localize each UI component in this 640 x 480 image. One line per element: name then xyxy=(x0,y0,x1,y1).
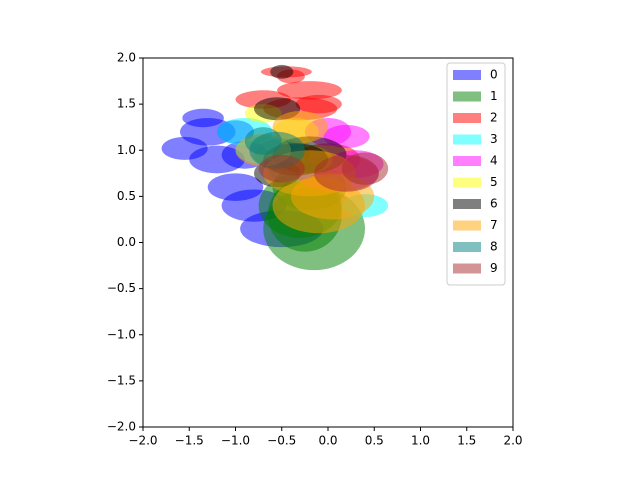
legend-label: 9 xyxy=(490,261,498,275)
x-tick-label: −2.0 xyxy=(128,434,157,448)
x-tick-label: 0.0 xyxy=(318,434,337,448)
legend-swatch xyxy=(453,220,481,231)
y-tick-label: −1.5 xyxy=(107,373,136,387)
x-tick-label: 0.5 xyxy=(365,434,384,448)
x-tick-label: 1.5 xyxy=(457,434,476,448)
x-tick-label: 1.0 xyxy=(411,434,430,448)
legend-label: 1 xyxy=(490,89,498,103)
y-tick-label: −2.0 xyxy=(107,420,136,434)
ellipse xyxy=(277,81,342,100)
legend-label: 4 xyxy=(490,154,498,168)
y-tick-label: 1.0 xyxy=(117,143,136,157)
ellipse xyxy=(258,154,305,183)
legend-swatch xyxy=(453,91,481,102)
legend-label: 2 xyxy=(490,111,498,125)
y-tick-label: −0.5 xyxy=(107,281,136,295)
legend-swatch xyxy=(453,70,481,80)
y-tick-label: 0.0 xyxy=(117,235,136,249)
legend-label: 0 xyxy=(490,68,498,82)
plot-area xyxy=(161,64,389,271)
legend-swatch xyxy=(453,199,481,209)
y-tick-label: −1.0 xyxy=(107,327,136,341)
ellipse xyxy=(295,94,342,114)
y-tick-label: 2.0 xyxy=(117,51,136,65)
x-tick-label: −0.5 xyxy=(267,434,296,448)
legend-swatch xyxy=(453,177,481,188)
legend-swatch xyxy=(453,134,481,145)
legend-label: 3 xyxy=(490,132,498,146)
ellipse xyxy=(244,127,282,155)
legend-label: 7 xyxy=(490,218,498,232)
y-tick-label: 1.5 xyxy=(117,97,136,111)
ellipse xyxy=(314,154,379,192)
x-tick-label: 2.0 xyxy=(503,434,522,448)
legend-label: 6 xyxy=(490,197,498,211)
legend-swatch xyxy=(453,242,481,252)
x-tick-label: −1.0 xyxy=(221,434,250,448)
legend-label: 8 xyxy=(490,240,498,254)
legend-swatch xyxy=(453,263,481,274)
legend-swatch xyxy=(453,113,481,123)
ellipse xyxy=(270,64,294,79)
legend-label: 5 xyxy=(490,175,498,189)
ellipse xyxy=(272,177,365,234)
x-tick-label: −1.5 xyxy=(175,434,204,448)
legend-swatch xyxy=(453,156,481,166)
y-tick-label: 0.5 xyxy=(117,189,136,203)
